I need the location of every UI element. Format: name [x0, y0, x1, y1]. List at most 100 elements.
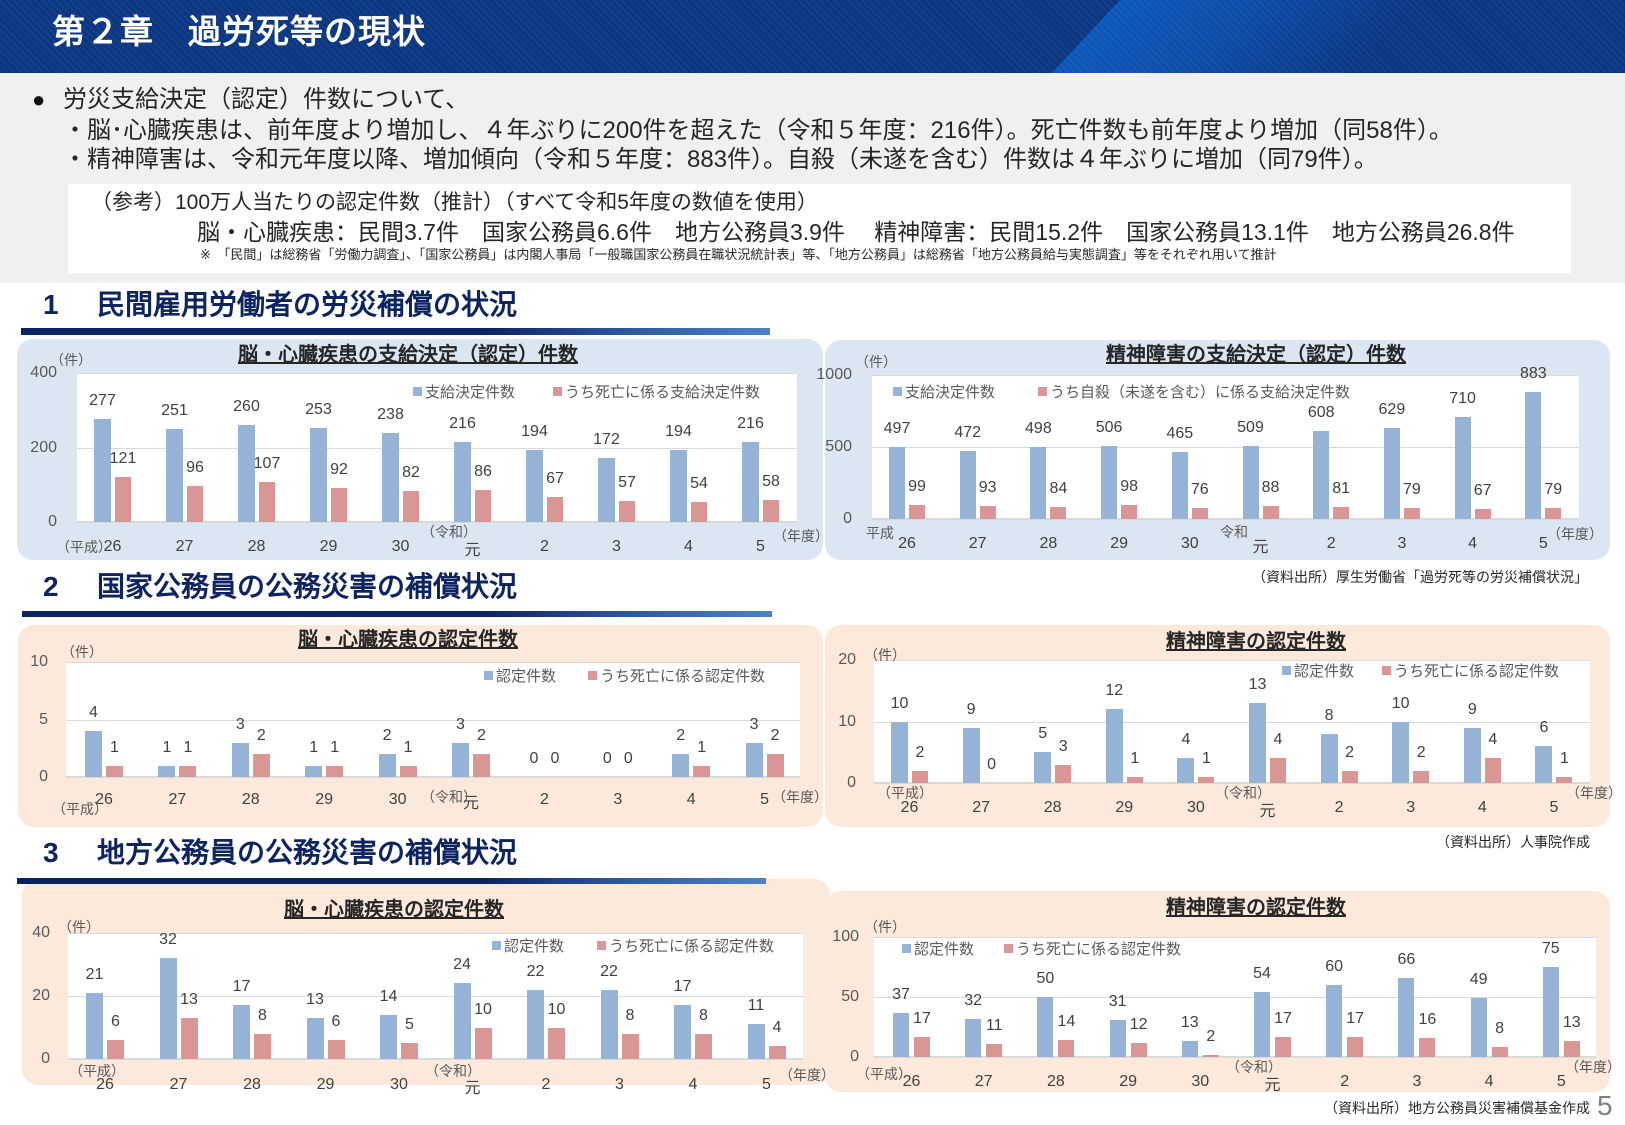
data-label: 5 [1038, 725, 1048, 743]
x-tick-label: 27 [972, 799, 990, 816]
data-label: 11 [747, 997, 765, 1015]
bar-main [1177, 758, 1195, 783]
data-label: 2 [1345, 743, 1355, 761]
bar-sub [327, 1040, 345, 1059]
bar-main [231, 742, 249, 777]
chart-title: 精神障害の認定件数 [1166, 897, 1346, 919]
bar-sub [621, 1033, 639, 1059]
bar-main [380, 1014, 397, 1059]
data-label: 3 [235, 715, 245, 733]
y-tick-label: 100 [832, 928, 859, 945]
legend-label: うち死亡に係る認定件数 [609, 938, 775, 955]
data-label: 2 [1206, 1027, 1216, 1045]
bar-main [310, 427, 327, 522]
bar-sub [1055, 764, 1072, 783]
legend-label: 認定件数 [504, 938, 565, 955]
y-axis-unit: （件） [864, 919, 906, 935]
data-label: 3 [456, 715, 465, 733]
bar-sub [1270, 758, 1286, 783]
y-tick-label: 0 [39, 768, 48, 785]
bar-sub [399, 765, 417, 777]
x-tick-label: 26 [96, 1076, 114, 1093]
data-label: 0 [602, 750, 612, 767]
y-tick-label: 10 [30, 653, 48, 670]
gridline [68, 1058, 803, 1060]
data-label: 9 [966, 700, 976, 718]
x-tick-label: 3 [613, 791, 623, 808]
x-tick-label: 29 [1119, 1073, 1137, 1090]
data-label: 4 [1273, 731, 1283, 749]
gridline [872, 518, 1579, 520]
bar-main [453, 983, 471, 1059]
bar-sub [115, 476, 131, 522]
source-note-2: （資料出所）人事院作成 [1436, 834, 1590, 850]
data-label: 2 [256, 727, 266, 744]
bar-sub [914, 1036, 930, 1057]
data-label: 506 [1095, 419, 1123, 437]
data-label: 13 [1248, 676, 1267, 694]
gridline [874, 997, 1596, 998]
era-label-heisei: （平成） [56, 539, 112, 555]
gridline [874, 1056, 1596, 1058]
legend-swatch-icon [1282, 666, 1291, 675]
bar-main [1313, 431, 1330, 519]
x-tick-label: 27 [168, 791, 187, 808]
x-tick-label: 4 [688, 1076, 698, 1093]
x-tick-label: 28 [1039, 535, 1058, 552]
data-label: 12 [1129, 1015, 1148, 1033]
bar-main [378, 754, 396, 777]
data-label: 32 [159, 931, 177, 949]
x-tick-label: 30 [1186, 799, 1205, 816]
data-label: 1 [1130, 749, 1140, 767]
bar-sub [1491, 1047, 1508, 1057]
bar-main [159, 958, 177, 1059]
legend-item-sub: うち死亡に係る認定件数 [597, 938, 774, 956]
x-tick-label: 5 [760, 791, 770, 808]
data-label: 50 [1036, 970, 1055, 987]
data-label: 82 [402, 464, 420, 482]
bar-sub [693, 765, 711, 777]
x-tick-label: 3 [1412, 1073, 1422, 1090]
x-tick-label: 4 [1484, 1073, 1494, 1090]
bullet-icon: ● [32, 87, 46, 112]
x-axis-unit: （年度） [772, 789, 828, 805]
bar-main [1392, 721, 1410, 783]
x-tick-label: 4 [684, 538, 693, 555]
chart-title: 精神障害の認定件数 [1166, 631, 1346, 653]
y-tick-label: 500 [825, 438, 852, 455]
bar-main [526, 449, 543, 522]
legend-item-main: 認定件数 [492, 938, 564, 956]
bar-sub [254, 1033, 271, 1059]
legend-swatch-icon [553, 387, 562, 396]
bar-sub [1413, 770, 1430, 783]
section-title-1: 民間雇用労働者の労災補償の状況 [97, 289, 518, 320]
data-label: 13 [180, 991, 198, 1009]
gridline [66, 776, 800, 778]
bar-sub [1341, 770, 1358, 783]
legend-item-main: 認定件数 [902, 941, 974, 959]
chart-panel-private-mental: 精神障害の支給決定（認定）件数 （件） 支給決定件数 うち自殺（未遂を含む）に係… [816, 340, 1610, 560]
bar-main [454, 441, 471, 522]
bar-sub [763, 500, 779, 522]
bar-sub [1347, 1036, 1364, 1057]
x-tick-label: 2 [1334, 799, 1344, 816]
data-label: 14 [1057, 1013, 1076, 1031]
bar-main [1030, 447, 1047, 519]
section-number-2: 2 [43, 571, 59, 602]
x-tick-label: 27 [175, 538, 194, 555]
data-label: 0 [623, 750, 633, 767]
data-label: 9 [1467, 700, 1477, 718]
bar-sub [1403, 507, 1420, 519]
x-tick-label: 2 [541, 1076, 551, 1093]
bar-main [1320, 733, 1338, 783]
data-label: 1 [1559, 749, 1569, 767]
bar-sub [979, 505, 996, 519]
data-label: 216 [449, 414, 476, 432]
y-axis-unit: （件） [864, 647, 906, 663]
data-label: 1 [330, 738, 340, 756]
era-label-heisei: （平成） [69, 1063, 125, 1079]
source-note-3: （資料出所）地方公務員災害補償基金作成 [1324, 1100, 1590, 1116]
reference-heading: （参考）100万人当たりの認定件数（推計）（すべて令和5年度の数値を使用） [91, 191, 818, 214]
gridline [872, 447, 1579, 448]
bar-sub [475, 489, 491, 522]
